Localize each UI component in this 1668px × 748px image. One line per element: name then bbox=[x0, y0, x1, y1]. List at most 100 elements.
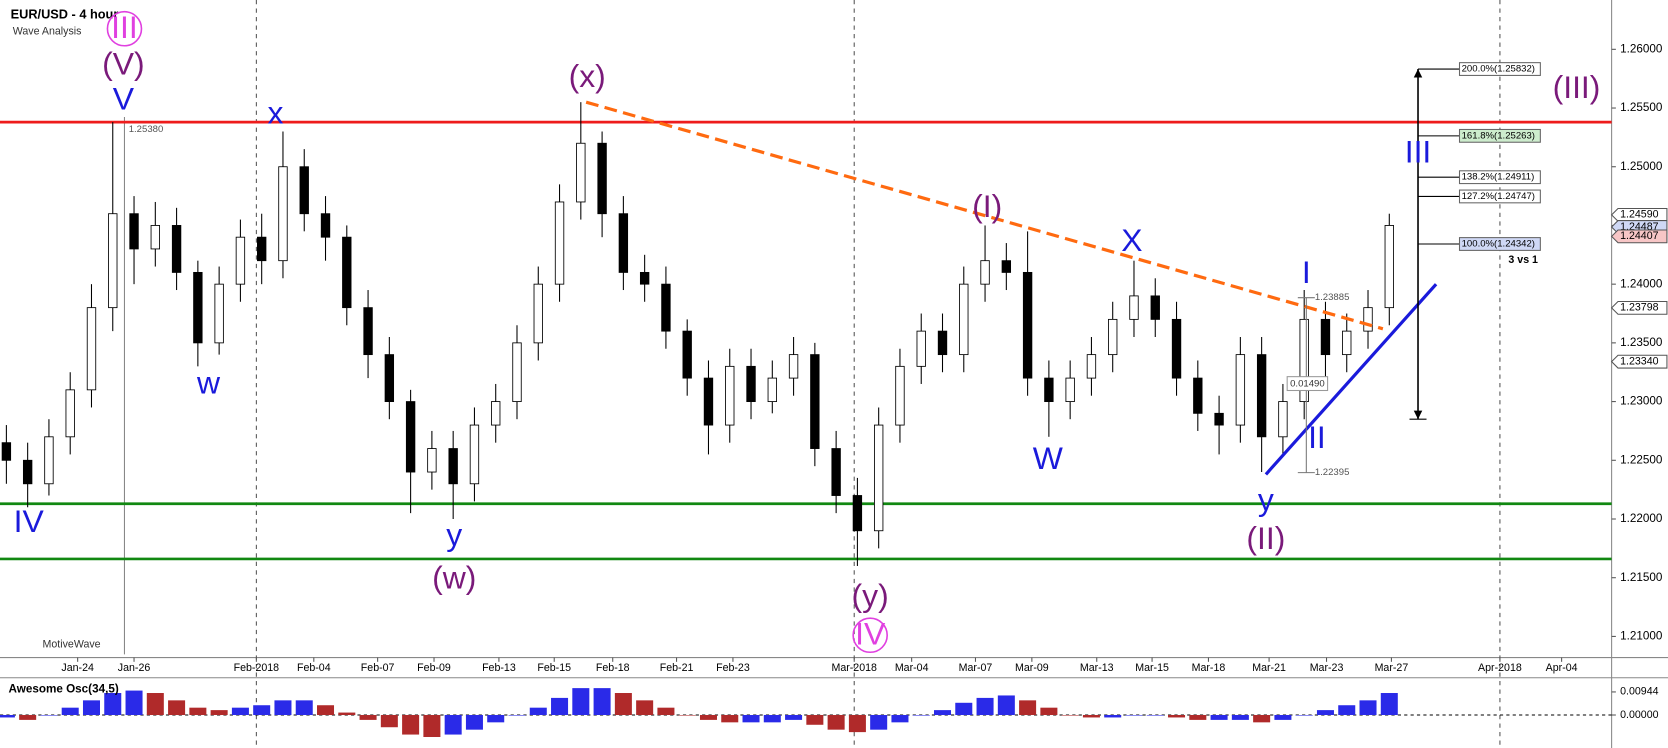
price-marker-label: 1.24407 bbox=[1620, 230, 1658, 242]
price-marker bbox=[1610, 300, 1668, 315]
price-marker-label: 1.24590 bbox=[1620, 209, 1658, 221]
indicator-bar bbox=[189, 707, 207, 716]
x-tick-label: Mar-23 bbox=[1310, 662, 1344, 674]
wave-label: (x) bbox=[569, 58, 606, 94]
x-tick-label: Mar-07 bbox=[959, 662, 993, 674]
x-tick-label: Apr-2018 bbox=[1478, 662, 1522, 674]
candle-body bbox=[214, 283, 224, 344]
candle-body bbox=[1384, 225, 1394, 309]
price-marker bbox=[1610, 207, 1668, 222]
indicator-bar bbox=[1359, 700, 1377, 716]
price-marker-label: 1.23798 bbox=[1620, 302, 1658, 314]
candle-body bbox=[1, 442, 12, 461]
y-tick-label: 1.23500 bbox=[1620, 336, 1663, 349]
indicator-bar bbox=[997, 695, 1015, 716]
wave-label: V bbox=[113, 81, 135, 117]
indicator-bar bbox=[104, 693, 122, 716]
candle-body bbox=[831, 448, 841, 496]
wave-circle bbox=[852, 617, 888, 654]
candle-body bbox=[129, 213, 139, 250]
wave-label: y bbox=[446, 517, 462, 553]
candle-body bbox=[1086, 354, 1097, 379]
indicator-bar bbox=[976, 697, 994, 716]
indicator-bar bbox=[1168, 715, 1186, 718]
x-tick-label: Apr-04 bbox=[1546, 662, 1578, 674]
indicator-bar bbox=[423, 715, 441, 738]
indicator-bar bbox=[614, 693, 632, 716]
indicator-bar bbox=[933, 710, 952, 716]
candle-body bbox=[235, 236, 246, 285]
indicator-bar bbox=[848, 715, 866, 733]
indicator-bar bbox=[1274, 715, 1292, 720]
trendline bbox=[585, 100, 1384, 331]
indicator-bar bbox=[1019, 700, 1037, 716]
candle-body bbox=[767, 377, 777, 403]
wave-label: (II) bbox=[1246, 520, 1285, 556]
fib-label: 127.2%(1.24747) bbox=[1462, 191, 1535, 202]
indicator-bar bbox=[1338, 705, 1356, 716]
watermark: MotiveWave bbox=[43, 639, 101, 651]
y-tick-label: 1.22000 bbox=[1620, 512, 1663, 525]
candle-body bbox=[533, 283, 543, 344]
candle-body bbox=[342, 236, 352, 309]
indicator-bar bbox=[572, 688, 590, 716]
indicator-bar bbox=[870, 715, 888, 730]
candle-body bbox=[1193, 377, 1203, 414]
candle-body bbox=[1022, 271, 1033, 379]
y-tick-label: 1.22500 bbox=[1620, 453, 1663, 466]
x-tick-label: Feb-13 bbox=[482, 662, 516, 674]
candle-body bbox=[278, 166, 288, 262]
x-tick-label: Feb-15 bbox=[537, 662, 571, 674]
x-tick-label: Feb-23 bbox=[716, 662, 750, 674]
indicator-bar bbox=[274, 700, 292, 716]
candle-body bbox=[427, 448, 437, 473]
indicator-bar bbox=[210, 710, 228, 716]
fib-label: 100.0%(1.24342) bbox=[1462, 239, 1535, 250]
candle-body bbox=[873, 424, 884, 532]
wave-label: y bbox=[1258, 482, 1274, 518]
indicator-bar bbox=[763, 715, 781, 723]
candle-body bbox=[725, 365, 735, 426]
candle-body bbox=[65, 389, 75, 438]
wave-label: III bbox=[111, 9, 138, 45]
wave-label: (III) bbox=[1553, 69, 1601, 105]
x-tick-label: Mar-18 bbox=[1192, 662, 1226, 674]
indicator-bar bbox=[402, 715, 420, 735]
candle-body bbox=[171, 225, 182, 273]
indicator-bar bbox=[380, 715, 398, 728]
candle-body bbox=[491, 401, 501, 426]
fib-box bbox=[1458, 128, 1541, 143]
x-tick-label: Mar-27 bbox=[1375, 662, 1409, 674]
candle-body bbox=[682, 330, 692, 379]
indicator-bar bbox=[1316, 710, 1334, 716]
fib-label: 161.8%(1.25263) bbox=[1462, 130, 1535, 141]
indicator-bar bbox=[529, 707, 547, 716]
y-tick-label: 1.21000 bbox=[1620, 630, 1663, 643]
y-tick-label: 1.21500 bbox=[1620, 571, 1663, 584]
candle-body bbox=[1001, 260, 1012, 273]
indicator-bar bbox=[827, 715, 845, 730]
indicator-bar bbox=[1380, 693, 1398, 716]
candle-body bbox=[1214, 412, 1224, 426]
candle-body bbox=[1044, 377, 1054, 403]
candle-body bbox=[1150, 295, 1160, 320]
wave-label: II bbox=[1308, 419, 1326, 455]
wave-label: IV bbox=[14, 503, 45, 539]
candle-body bbox=[363, 307, 373, 356]
indicator-bar bbox=[1231, 715, 1249, 720]
indicator-bar bbox=[82, 700, 100, 716]
y-tick-label: 1.25000 bbox=[1620, 160, 1663, 173]
indicator-bar bbox=[1082, 715, 1100, 718]
x-tick-label: Feb-04 bbox=[297, 662, 331, 674]
x-tick-label: Mar-09 bbox=[1015, 662, 1049, 674]
fib-box bbox=[1458, 237, 1541, 251]
candle-body bbox=[1299, 318, 1309, 403]
indicator-bar bbox=[742, 715, 760, 723]
y-tick-label: 1.25500 bbox=[1620, 101, 1663, 114]
candle-body bbox=[810, 354, 820, 449]
candle-body bbox=[1129, 295, 1139, 320]
candle-body bbox=[746, 365, 756, 403]
